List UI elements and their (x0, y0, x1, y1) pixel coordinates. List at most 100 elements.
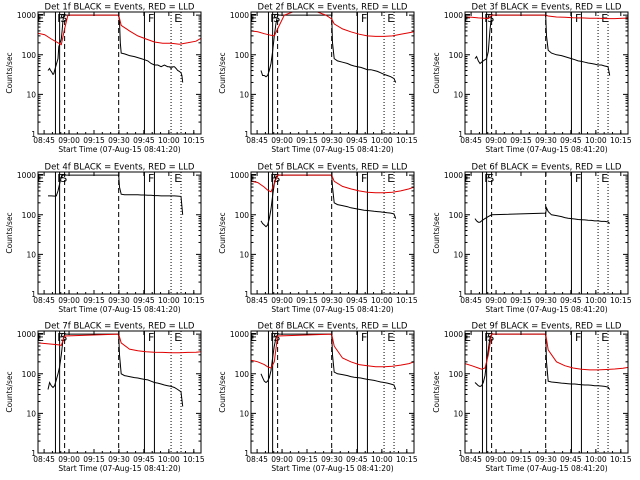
x-axis-label: Start Time (07-Aug-15 08:41:20) (485, 305, 607, 314)
y-axis-label: Counts/sec (5, 52, 14, 93)
marker-label: F (148, 331, 154, 344)
x-tick-label: 10:00 (158, 455, 180, 464)
plot-frame (37, 330, 202, 454)
x-tick-label: 08:45 (33, 455, 55, 464)
y-tick-label: 100 (449, 211, 464, 220)
y-tick-label: 100 (22, 370, 37, 379)
detector-panel: Det 4f BLACK = Events, RED = LLDEFSFE08:… (5, 163, 205, 315)
marker-label: F (484, 172, 490, 185)
events-series-line (47, 14, 184, 83)
y-tick-label: 100 (235, 370, 250, 379)
marker-label: F (361, 12, 367, 25)
lld-series-line (251, 174, 414, 194)
marker-label: E (37, 331, 44, 344)
detector-panel: Det 5f BLACK = Events, RED = LLDEFSFE08:… (218, 163, 418, 315)
x-tick-label: 09:00 (485, 455, 507, 464)
x-tick-label: 10:00 (585, 136, 607, 145)
panel-title: Det 6f BLACK = Events, RED = LLD (472, 163, 622, 173)
x-axis-label: Start Time (07-Aug-15 08:41:20) (485, 145, 607, 154)
events-series-line (47, 333, 184, 407)
y-tick-label: 100 (22, 51, 37, 60)
x-tick-label: 09:15 (296, 296, 318, 305)
panel-title: Det 9f BLACK = Events, RED = LLD (472, 322, 622, 332)
x-tick-label: 10:00 (371, 296, 393, 305)
plot-frame (250, 11, 415, 135)
y-tick-label: 1 (458, 130, 463, 139)
marker-label: F (575, 12, 581, 25)
y-tick-label: 1 (458, 290, 463, 299)
x-tick-label: 10:15 (610, 136, 632, 145)
y-tick-label: 100 (235, 211, 250, 220)
y-tick-label: 1000 (17, 171, 36, 180)
x-tick-label: 09:00 (271, 136, 293, 145)
y-tick-label: 100 (449, 370, 464, 379)
x-tick-label: 08:45 (246, 296, 268, 305)
marker-label: E (387, 172, 394, 185)
marker-label: F (148, 172, 154, 185)
plot-frame (250, 330, 415, 454)
x-tick-label: 09:15 (510, 296, 532, 305)
x-tick-label: 09:15 (296, 136, 318, 145)
marker-label: F (57, 331, 63, 344)
y-axis-label: Counts/sec (218, 212, 227, 253)
y-tick-label: 1 (244, 449, 249, 458)
x-axis-label: Start Time (07-Aug-15 08:41:20) (58, 145, 180, 154)
y-tick-label: 10 (453, 90, 463, 99)
events-series-line (260, 174, 397, 228)
x-tick-label: 10:00 (585, 296, 607, 305)
x-tick-label: 09:15 (510, 136, 532, 145)
x-tick-label: 09:45 (560, 296, 582, 305)
marker-label: F (575, 331, 581, 344)
plot-frame (37, 11, 202, 135)
marker-label: E (174, 331, 181, 344)
lld-series-line (38, 14, 201, 46)
marker-label: F (361, 172, 367, 185)
y-axis-label: Counts/sec (432, 212, 441, 253)
events-series-line (48, 174, 184, 215)
detector-panel: Det 8f BLACK = Events, RED = LLDEFSFE08:… (218, 322, 418, 474)
x-tick-label: 10:00 (158, 296, 180, 305)
detector-panel: Det 2f BLACK = Events, RED = LLDEFSFE08:… (218, 3, 418, 155)
marker-label: S (273, 331, 280, 344)
y-tick-label: 1000 (230, 11, 249, 20)
x-axis-label: Start Time (07-Aug-15 08:41:20) (271, 145, 393, 154)
x-tick-label: 09:45 (346, 136, 368, 145)
x-tick-label: 08:45 (460, 455, 482, 464)
y-tick-label: 10 (239, 90, 249, 99)
x-tick-label: 10:15 (183, 296, 205, 305)
detector-panel: Det 9f BLACK = Events, RED = LLDEFSFE08:… (432, 322, 632, 474)
plot-frame (464, 330, 629, 454)
marker-label: E (250, 12, 257, 25)
x-tick-label: 09:15 (83, 136, 105, 145)
marker-label: E (387, 331, 394, 344)
x-tick-label: 10:00 (585, 455, 607, 464)
x-tick-label: 09:45 (133, 136, 155, 145)
events-series-line (474, 333, 611, 390)
detector-panel: Det 3f BLACK = Events, RED = LLDEFSFE08:… (432, 3, 632, 155)
lld-series-line (465, 14, 628, 20)
x-tick-label: 09:30 (108, 136, 130, 145)
x-tick-label: 10:15 (183, 455, 205, 464)
marker-label: F (270, 331, 276, 344)
x-axis-label: Start Time (07-Aug-15 08:41:20) (58, 464, 180, 473)
x-axis-label: Start Time (07-Aug-15 08:41:20) (485, 464, 607, 473)
marker-label: E (250, 331, 257, 344)
marker-label: F (270, 172, 276, 185)
x-tick-label: 09:00 (271, 455, 293, 464)
y-tick-label: 1 (31, 449, 36, 458)
plot-frame (464, 171, 629, 295)
detector-panel: Det 7f BLACK = Events, RED = LLDEFSFE08:… (5, 322, 205, 474)
y-tick-label: 100 (22, 211, 37, 220)
x-tick-label: 10:15 (610, 296, 632, 305)
y-tick-label: 10 (239, 409, 249, 418)
marker-label: E (601, 331, 608, 344)
y-tick-label: 1000 (17, 11, 36, 20)
lld-series-line (251, 12, 414, 37)
y-tick-label: 1000 (17, 330, 36, 339)
marker-label: E (464, 172, 471, 185)
y-tick-label: 1 (244, 130, 249, 139)
y-tick-label: 1000 (444, 171, 463, 180)
x-axis-label: Start Time (07-Aug-15 08:41:20) (271, 464, 393, 473)
x-tick-label: 09:45 (560, 455, 582, 464)
y-axis-label: Counts/sec (218, 371, 227, 412)
